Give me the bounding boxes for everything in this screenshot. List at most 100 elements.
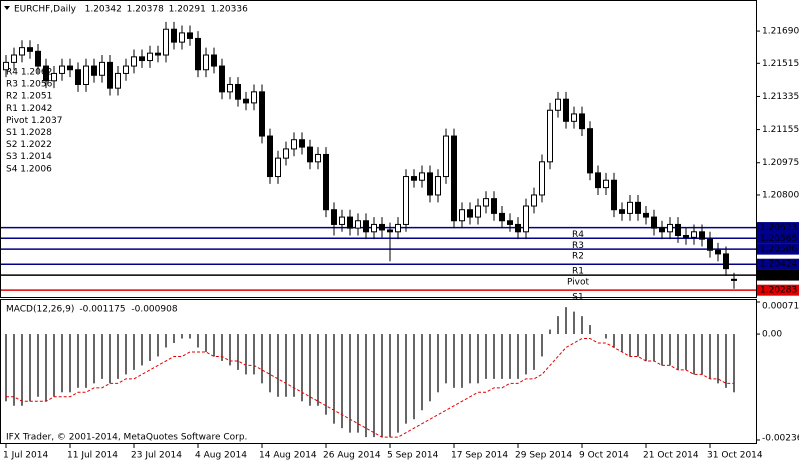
candle-body [339, 216, 345, 225]
candle-body [395, 223, 401, 233]
candle-body [219, 65, 225, 93]
copyright: IFX Trader, © 2001-2014, MetaQuotes Soft… [6, 433, 247, 443]
candle-body [683, 234, 689, 238]
candle-body [475, 205, 481, 218]
macd-y-tick-label: 0.000715 [762, 302, 799, 312]
header-value: 1.20378 [127, 5, 164, 15]
candle-body [203, 54, 209, 71]
candle-body [235, 83, 241, 100]
candle-body [539, 161, 545, 196]
level-price: 1.20283 [760, 286, 797, 296]
candle-body [731, 278, 737, 281]
level-price: 1.20623 [760, 223, 797, 233]
level-name: R1 [572, 267, 584, 277]
candle-body [99, 61, 105, 76]
candle-body [363, 220, 369, 233]
pivot-list-item: R4 1.2062 [6, 68, 52, 78]
candle-body [27, 47, 33, 52]
candle-body [619, 209, 625, 214]
candle-body [315, 153, 321, 163]
x-tick-label: 5 Sep 2014 [387, 451, 439, 461]
candle-body [659, 227, 665, 233]
candle-body [299, 139, 305, 148]
x-tick-label: 11 Jul 2014 [67, 451, 118, 461]
macd-y-tick-label: -0.002364 [762, 434, 799, 444]
level-price-box [757, 258, 799, 270]
level-name: R3 [572, 241, 584, 251]
candle-body [523, 205, 529, 233]
candle-body [587, 128, 593, 174]
candle-body [563, 98, 569, 122]
header-value: 1.20336 [211, 5, 248, 15]
candle-body [491, 198, 497, 214]
candle-body [307, 146, 313, 163]
level-price: 1.20424 [760, 260, 797, 270]
candle-body [419, 172, 425, 181]
candle-body [371, 223, 377, 233]
candle-body [59, 65, 65, 74]
candle-body [627, 201, 633, 214]
level-price: 1.20506 [760, 245, 797, 255]
candle-body [139, 56, 145, 62]
candle-body [75, 69, 81, 85]
candle-body [451, 135, 457, 222]
main-window-frame [0, 0, 757, 298]
candle-body [707, 238, 713, 251]
x-tick-label: 9 Oct 2014 [579, 451, 629, 461]
candle-body [259, 91, 265, 137]
level-price: 1.20565 [760, 234, 797, 244]
candle-body [435, 176, 441, 196]
candle-body [179, 32, 185, 43]
header-value: 1.20291 [169, 5, 206, 15]
candle-body [91, 65, 97, 76]
y-tick-label: 1.21690 [762, 27, 799, 37]
x-tick-label: 23 Jul 2014 [131, 451, 182, 461]
y-tick-label: 1.20800 [762, 190, 799, 200]
candle-body [155, 52, 161, 56]
macd-signal [6, 338, 734, 438]
candle-body [635, 201, 641, 214]
candle-body [387, 229, 393, 233]
candle-body [579, 113, 585, 130]
candle-body [251, 91, 257, 104]
candle-body [411, 176, 417, 181]
candle-body [147, 52, 153, 62]
candle-body [163, 28, 169, 56]
candle-body [331, 209, 337, 225]
candle-body [115, 72, 121, 89]
candle-body [603, 179, 609, 189]
candle-body [131, 56, 137, 67]
x-tick-label: 1 Jul 2014 [3, 451, 48, 461]
x-tick-label: 4 Aug 2014 [195, 451, 247, 461]
candle-body [555, 98, 561, 111]
y-tick-label: 1.21515 [762, 59, 799, 69]
candle-body [195, 37, 201, 71]
candle-body [379, 223, 385, 231]
level-price-box [757, 284, 799, 296]
candle-body [275, 157, 281, 178]
level-name: Pivot [567, 278, 590, 288]
candle-body [67, 65, 73, 71]
candle-body [467, 209, 473, 218]
header-value: 1.20342 [85, 5, 122, 15]
candle-body [715, 249, 721, 255]
candle-body [459, 209, 465, 222]
candle-body [123, 65, 129, 74]
candle-body [611, 179, 617, 211]
candle-body [691, 231, 697, 238]
candle-body [19, 47, 25, 56]
pivot-list-item: S3 1.2014 [6, 152, 52, 162]
level-price-box [757, 269, 799, 281]
level-name: S1 [572, 293, 583, 303]
candle-body [531, 194, 537, 207]
candle-body [355, 220, 361, 229]
pivot-list-item: S2 1.2022 [6, 140, 52, 150]
level-price-box [757, 243, 799, 255]
x-tick-label: 31 Oct 2014 [707, 451, 763, 461]
candle-body [171, 28, 177, 43]
pivot-list-item: S4 1.2006 [6, 164, 52, 174]
candle-body [403, 176, 409, 225]
candle-body [595, 172, 601, 189]
candle-body [283, 148, 289, 159]
candle-body [675, 223, 681, 236]
